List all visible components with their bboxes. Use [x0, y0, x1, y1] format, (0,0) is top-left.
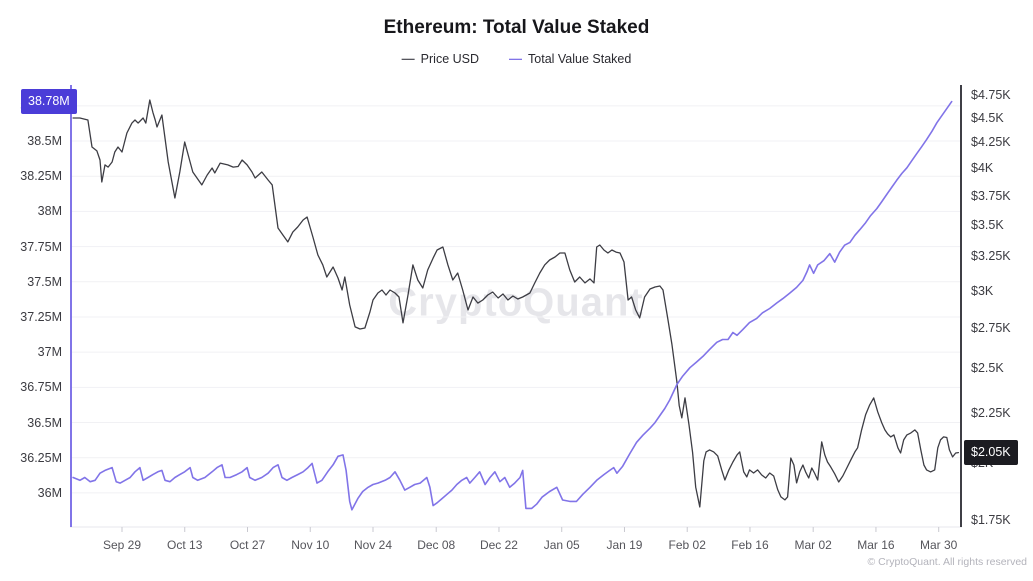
left-axis-tick-label: 36.25M [20, 450, 62, 465]
right-axis-tick-label: $3.25K [971, 249, 1011, 264]
price-line-dash-icon: — [401, 51, 415, 66]
legend-label-price-usd: Price USD [420, 51, 480, 66]
x-axis-tick-label: Jan 05 [543, 538, 580, 552]
x-axis-tick-label: Sep 29 [102, 538, 141, 552]
chart-title: Ethereum: Total Value Staked [383, 17, 650, 38]
price-current-value-badge: $2.05K [964, 440, 1018, 466]
left-axis-tick-label: 37.5M [27, 274, 62, 289]
left-axis-tick-label: 38.25M [20, 169, 62, 184]
legend: — Price USD — Total Value Staked [0, 51, 1033, 66]
x-axis-tick-label: Mar 02 [794, 538, 832, 552]
total-value-staked-line [72, 100, 953, 511]
x-axis-tick-label: Feb 02 [668, 538, 706, 552]
left-axis-tick-label: 36.5M [27, 415, 62, 430]
x-axis-tick-label: Oct 27 [229, 538, 266, 552]
left-axis-tick-label: 36.75M [20, 380, 62, 395]
legend-item-price-usd[interactable]: — Price USD [402, 51, 479, 66]
staked-current-value-badge: 38.78M [21, 89, 77, 115]
left-axis-tick-label: 36M [37, 485, 62, 500]
x-axis-tick-label: Feb 16 [731, 538, 769, 552]
copyright-notice: © CryptoQuant. All rights reserved [867, 556, 1027, 568]
left-axis-tick-label: 38M [37, 204, 62, 219]
x-axis-tick-label: Mar 30 [920, 538, 958, 552]
right-axis-tick-label: $3K [971, 283, 994, 298]
right-axis-tick-label: $4.25K [971, 135, 1011, 150]
staked-line-dash-icon: — [509, 51, 523, 66]
right-axis-tick-label: $3.5K [971, 217, 1004, 232]
right-axis-tick-label: $4.5K [971, 111, 1004, 125]
price-usd-line [72, 99, 960, 508]
right-axis-tick-label: $2.5K [971, 361, 1004, 376]
right-axis-tick-label: $3.75K [971, 188, 1011, 203]
x-axis-tick-label: Mar 16 [857, 538, 895, 552]
x-axis-tick-label: Oct 13 [167, 538, 203, 552]
left-axis-tick-label: 37M [37, 345, 62, 360]
left-axis-tick-label: 37.75M [20, 239, 62, 254]
right-axis-tick-label: $4K [971, 161, 994, 176]
x-axis-tick-label: Jan 19 [606, 538, 643, 552]
left-axis-tick-label: 38.5M [27, 134, 62, 149]
x-axis-tick-label: Nov 24 [353, 538, 393, 552]
right-axis-tick-label: $2.25K [971, 405, 1011, 420]
x-axis-tick-label: Dec 08 [417, 538, 456, 552]
legend-item-total-value-staked[interactable]: — Total Value Staked [509, 51, 631, 66]
x-axis-tick-label: Nov 10 [291, 538, 330, 552]
right-axis-tick-label: $2.75K [971, 320, 1011, 335]
legend-label-total-value-staked: Total Value Staked [528, 51, 632, 66]
right-axis-tick-label: $1.75K [971, 512, 1011, 527]
x-axis-tick-label: Dec 22 [479, 538, 518, 552]
right-axis-tick-label: $4.75K [971, 88, 1011, 102]
left-axis-tick-label: 37.25M [20, 309, 62, 324]
